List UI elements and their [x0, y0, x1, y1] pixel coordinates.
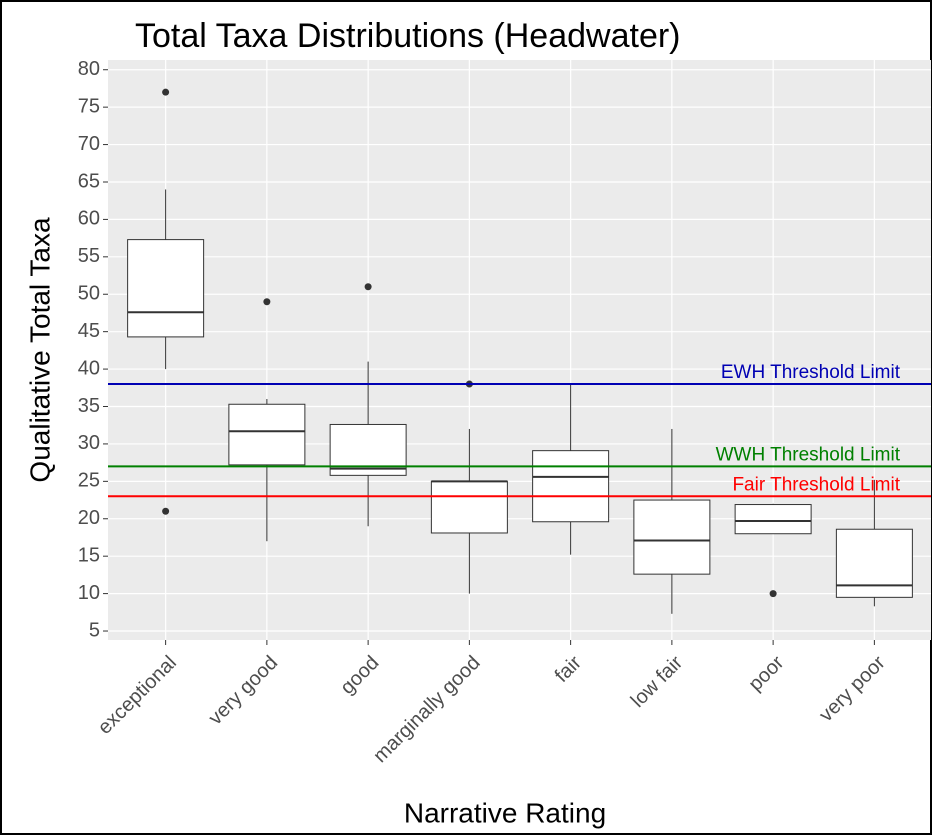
y-tick-label: 25: [78, 470, 100, 492]
y-tick-label: 30: [78, 432, 100, 454]
y-tick-label: 60: [78, 208, 100, 230]
box: [835, 528, 913, 598]
box: [633, 499, 711, 575]
threshold-label: EWH Threshold Limit: [721, 362, 901, 383]
y-tick-label: 70: [78, 133, 100, 155]
plot-background: [108, 60, 931, 640]
y-tick-label: 50: [78, 283, 100, 305]
threshold-label: Fair Threshold Limit: [732, 474, 900, 495]
y-tick-label: 65: [78, 170, 100, 192]
y-tick-label: 40: [78, 357, 100, 379]
y-tick-label: 45: [78, 320, 100, 342]
y-tick-label: 15: [78, 544, 100, 566]
box: [127, 239, 205, 338]
chart-title: Total Taxa Distributions (Headwater): [135, 17, 681, 55]
y-tick-label: 55: [78, 245, 100, 267]
outlier: [162, 507, 170, 515]
threshold-label: WWH Threshold Limit: [716, 444, 901, 465]
box: [734, 504, 812, 535]
y-tick-label: 20: [78, 507, 100, 529]
y-tick-label: 10: [78, 582, 100, 604]
box: [532, 450, 610, 523]
outlier: [263, 298, 271, 306]
outlier: [364, 283, 372, 291]
y-tick-label: 75: [78, 95, 100, 117]
y-tick-label: 35: [78, 395, 100, 417]
x-axis-title: Narrative Rating: [404, 797, 606, 828]
y-axis-title: Qualitative Total Taxa: [24, 217, 55, 483]
y-tick-label: 80: [78, 58, 100, 80]
box: [430, 480, 508, 534]
y-tick-label: 5: [89, 619, 100, 641]
outlier: [769, 590, 777, 598]
box: [228, 403, 306, 466]
outlier: [162, 88, 170, 96]
